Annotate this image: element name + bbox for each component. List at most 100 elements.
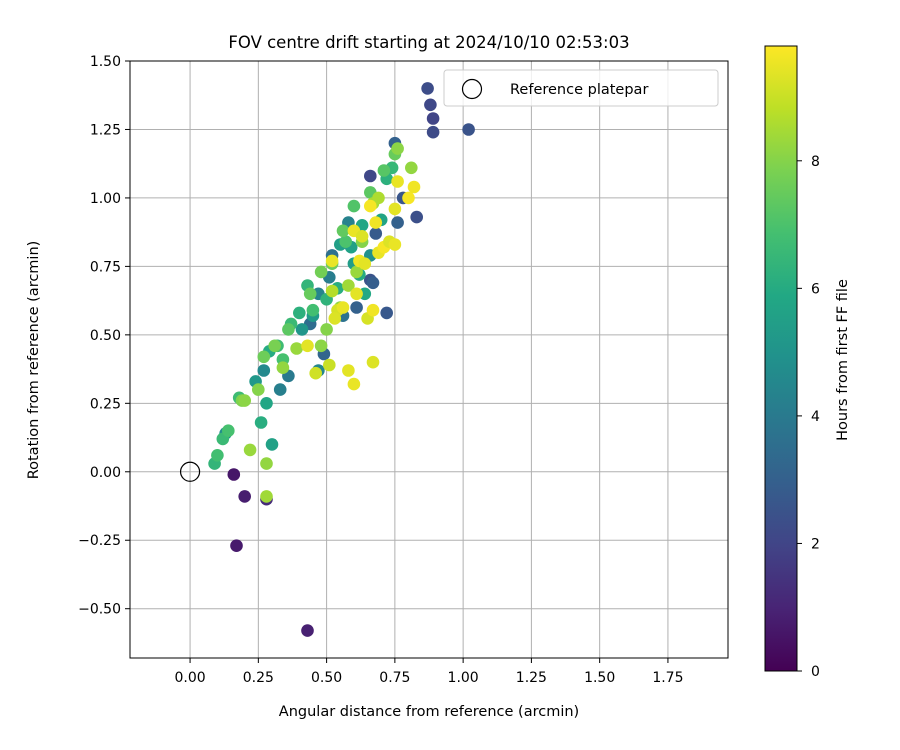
data-point: [314, 339, 328, 353]
data-point: [426, 112, 440, 125]
data-point: [295, 323, 309, 336]
x-tick-label: 1.50: [584, 670, 615, 686]
data-point: [364, 169, 377, 183]
data-point: [369, 227, 383, 240]
data-point: [257, 350, 271, 364]
y-tick-label: 0.75: [90, 259, 121, 275]
data-point: [325, 284, 339, 298]
data-point: [347, 199, 361, 213]
data-point: [293, 306, 306, 320]
data-point: [388, 202, 402, 216]
plot-frame: [129, 60, 729, 659]
data-point: [222, 424, 235, 438]
data-point: [238, 394, 251, 407]
data-point: [290, 342, 303, 355]
data-point: [230, 539, 243, 552]
data-point: [410, 210, 424, 224]
colorbar-gradient: [764, 45, 798, 672]
data-point: [350, 301, 363, 314]
colorbar-tick-label: 8: [811, 154, 820, 170]
data-point: [391, 142, 404, 155]
data-point: [227, 468, 241, 481]
y-tick-label: −0.25: [78, 533, 121, 549]
data-point: [260, 397, 273, 410]
y-axis-label: Rotation from reference (arcmin): [26, 241, 42, 480]
data-point: [260, 490, 273, 503]
y-tick-label: 1.50: [90, 54, 121, 70]
colorbar: 0 2 4 6 8 Hours from first FF file: [764, 45, 851, 680]
data-point: [391, 216, 404, 229]
data-point: [301, 339, 314, 353]
x-axis-label: Angular distance from reference (arcmin): [279, 704, 579, 720]
data-point: [369, 216, 383, 229]
y-tick-label: 0.00: [90, 465, 121, 481]
data-point: [421, 82, 434, 95]
legend-box: [443, 69, 719, 107]
y-tick-label: −0.50: [78, 602, 121, 618]
data-point: [306, 303, 320, 317]
colorbar-tick-label: 6: [811, 281, 820, 297]
colorbar-ticks: 0 2 4 6 8: [797, 154, 820, 680]
colorbar-tick-label: 0: [811, 664, 820, 680]
y-tick-label: 0.50: [90, 328, 121, 344]
data-point: [350, 265, 363, 279]
x-tick-label: 1.25: [516, 670, 547, 686]
legend-label: Reference platepar: [510, 82, 648, 98]
colorbar-tick-label: 2: [811, 536, 820, 552]
data-point: [350, 287, 363, 301]
data-point: [314, 265, 328, 279]
x-tick-label: 0.00: [174, 670, 205, 686]
data-point: [303, 287, 317, 301]
data-point: [462, 123, 475, 136]
data-point: [320, 323, 333, 336]
data-point: [323, 358, 336, 372]
x-tick-label: 1.00: [448, 670, 479, 686]
data-point: [377, 164, 391, 177]
data-points: [208, 82, 475, 637]
x-tick-label: 1.75: [652, 670, 683, 686]
data-point: [336, 301, 350, 314]
x-tick-label: 0.50: [311, 670, 342, 686]
data-point: [366, 355, 380, 369]
chart-title: FOV centre drift starting at 2024/10/10 …: [228, 33, 629, 52]
data-point: [366, 276, 380, 290]
data-point: [405, 161, 418, 175]
data-point: [388, 238, 402, 251]
data-point: [243, 443, 257, 457]
data-point: [325, 254, 339, 268]
x-tick-label: 0.25: [243, 670, 274, 686]
data-point: [339, 235, 353, 248]
data-point: [342, 279, 355, 292]
data-point: [268, 339, 282, 353]
data-point: [358, 257, 372, 271]
legend: Reference platepar: [443, 69, 719, 107]
data-point: [424, 98, 437, 112]
data-point: [407, 180, 421, 194]
data-point: [342, 364, 355, 377]
reference-platepar-marker: [179, 461, 201, 482]
data-point: [347, 377, 361, 391]
data-point: [211, 449, 224, 462]
legend-marker-icon: [461, 78, 483, 100]
data-point: [260, 457, 273, 470]
data-point: [328, 312, 342, 325]
data-point: [364, 199, 377, 213]
data-point: [265, 438, 279, 451]
data-point: [372, 191, 385, 205]
data-point: [254, 416, 268, 429]
data-point: [366, 303, 380, 317]
data-point: [257, 364, 271, 377]
data-point: [276, 361, 290, 375]
x-tick-label: 0.75: [379, 670, 410, 686]
data-point: [309, 366, 323, 380]
data-point: [391, 175, 404, 188]
y-tick-label: 0.25: [90, 396, 121, 412]
data-point: [336, 224, 350, 238]
y-gridlines: [130, 60, 728, 610]
data-point: [251, 383, 265, 396]
y-axis-ticks: −0.50 −0.25 0.00 0.25 0.50 0.75 1.00 1.25 1.50: [78, 54, 130, 618]
data-point: [426, 125, 440, 139]
data-point: [238, 490, 251, 503]
data-point: [355, 230, 369, 243]
colorbar-tick-label: 4: [811, 409, 820, 425]
